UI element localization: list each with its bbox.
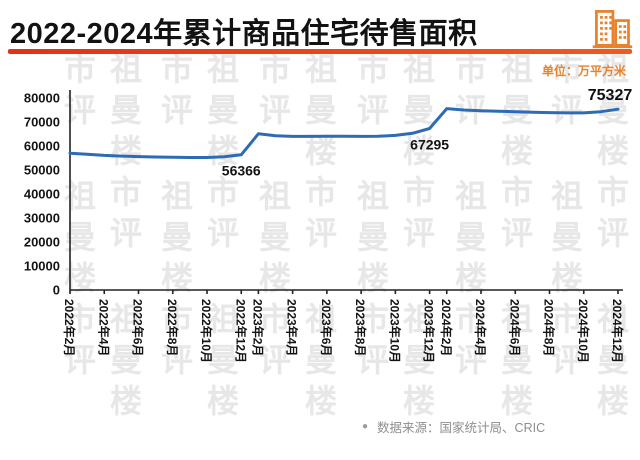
x-axis-label: 2024年12月: [610, 299, 625, 363]
data-label: 56366: [222, 163, 261, 179]
x-axis-label: 2022年10月: [199, 299, 214, 363]
x-axis-label: 2023年10月: [387, 299, 402, 363]
x-axis-label: 2023年6月: [319, 299, 334, 356]
x-axis-label: 2024年8月: [542, 299, 557, 356]
data-source: ● 数据来源：国家统计局、CRIC: [362, 417, 545, 436]
line-chart: 0 10000 20000 30000 40000 50000 60000 70000 8000…: [24, 87, 633, 363]
y-axis-label: 10000: [24, 259, 60, 274]
y-axis-label: 50000: [24, 163, 60, 178]
x-axis-label: 2022年12月: [233, 299, 248, 363]
y-axis-label: 80000: [24, 91, 60, 106]
x-axis-label: 2022年6月: [131, 299, 146, 356]
x-axis-label: 2024年6月: [507, 299, 522, 356]
bullet-icon: ●: [362, 420, 369, 432]
title-accent-bar: [8, 49, 632, 54]
x-axis-label: 2024年2月: [439, 299, 454, 356]
building-icon: [592, 10, 633, 49]
x-axis-label: 2022年2月: [62, 299, 77, 356]
y-axis-label: 0: [53, 283, 60, 298]
x-axis-label: 2024年10月: [576, 299, 591, 363]
y-axis-label: 60000: [24, 139, 60, 154]
x-axis-label: 2023年12月: [422, 299, 437, 363]
page-title: 2022-2024年累计商品住宅待售面积: [10, 18, 478, 50]
series-line: [68, 107, 620, 159]
data-label: 67295: [410, 136, 449, 152]
unit-label: 单位：万平方米: [541, 64, 626, 78]
header: 2022-2024年累计商品住宅待售面积: [10, 4, 634, 52]
x-axis-label: 2023年2月: [250, 299, 265, 356]
data-source-label: 数据来源：国家统计局、CRIC: [377, 421, 546, 435]
y-axis-label: 20000: [24, 235, 60, 250]
x-axis-label: 2024年4月: [473, 299, 488, 356]
y-axis-label: 40000: [24, 187, 60, 202]
x-axis-label: 2022年8月: [165, 299, 180, 356]
y-axis-label: 70000: [24, 115, 60, 130]
y-axis-label: 30000: [24, 211, 60, 226]
x-axis-label: 2023年8月: [353, 299, 368, 356]
x-axis-label: 2022年4月: [96, 299, 111, 356]
x-axis-label: 2023年4月: [285, 299, 300, 356]
data-label: 75327: [588, 87, 633, 104]
